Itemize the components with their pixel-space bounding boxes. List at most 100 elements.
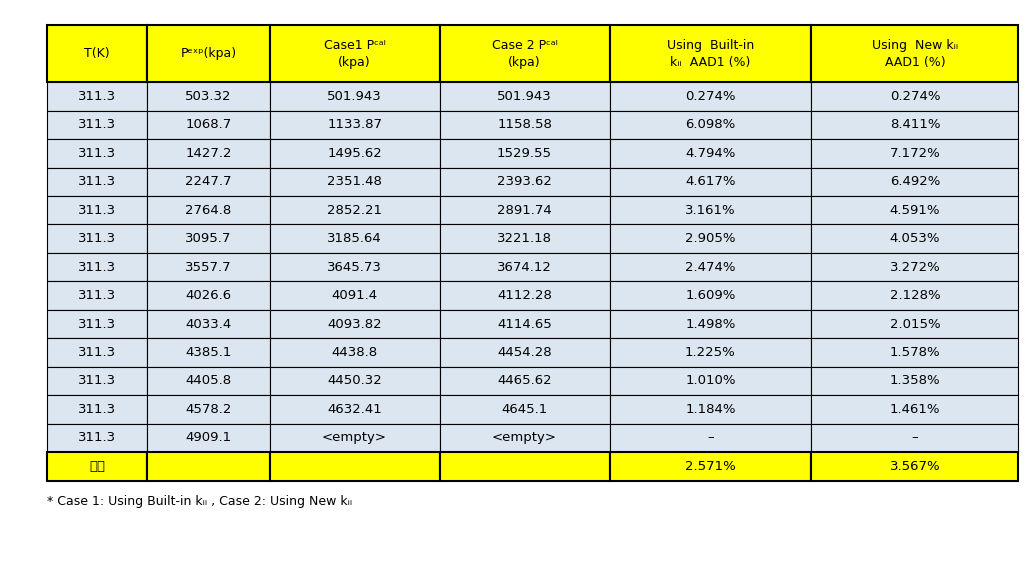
Text: 1.498%: 1.498%: [686, 318, 735, 330]
Bar: [47, 25, 148, 82]
Bar: [609, 111, 812, 139]
Text: 4093.82: 4093.82: [328, 318, 382, 330]
Text: 평균: 평균: [89, 460, 105, 473]
Bar: [812, 139, 1018, 167]
Bar: [270, 395, 439, 424]
Bar: [609, 282, 812, 310]
Bar: [439, 452, 609, 481]
Text: Pᵉˣᵖ(kpa): Pᵉˣᵖ(kpa): [181, 47, 237, 60]
Text: 2891.74: 2891.74: [497, 203, 552, 217]
Text: 4.794%: 4.794%: [686, 147, 735, 160]
Bar: [148, 139, 270, 167]
Bar: [439, 196, 609, 224]
Bar: [47, 167, 148, 196]
Bar: [609, 338, 812, 366]
Text: 2.015%: 2.015%: [889, 318, 940, 330]
Bar: [270, 196, 439, 224]
Text: <empty>: <empty>: [322, 431, 387, 445]
Text: 4026.6: 4026.6: [185, 289, 232, 302]
Text: 1.225%: 1.225%: [686, 346, 736, 359]
Bar: [270, 338, 439, 366]
Bar: [148, 196, 270, 224]
Text: 2852.21: 2852.21: [327, 203, 383, 217]
Text: 3221.18: 3221.18: [497, 232, 552, 245]
Bar: [439, 367, 609, 395]
Text: 4114.65: 4114.65: [497, 318, 552, 330]
Bar: [47, 224, 148, 253]
Text: <empty>: <empty>: [492, 431, 557, 445]
Text: 4.617%: 4.617%: [686, 175, 735, 188]
Bar: [148, 253, 270, 282]
Bar: [439, 224, 609, 253]
Text: 311.3: 311.3: [78, 403, 116, 416]
Bar: [812, 111, 1018, 139]
Text: 1068.7: 1068.7: [185, 119, 232, 132]
Bar: [609, 82, 812, 111]
Text: 2.128%: 2.128%: [889, 289, 940, 302]
Bar: [609, 167, 812, 196]
Bar: [609, 196, 812, 224]
Text: 311.3: 311.3: [78, 431, 116, 445]
Text: –: –: [707, 431, 713, 445]
Text: 501.943: 501.943: [327, 90, 382, 103]
Text: 6.492%: 6.492%: [889, 175, 940, 188]
Bar: [47, 82, 148, 111]
Text: 3645.73: 3645.73: [327, 261, 382, 274]
Bar: [148, 452, 270, 481]
Text: 4909.1: 4909.1: [185, 431, 232, 445]
Text: 3.272%: 3.272%: [889, 261, 940, 274]
Text: 311.3: 311.3: [78, 232, 116, 245]
Text: 3674.12: 3674.12: [497, 261, 552, 274]
Bar: [439, 424, 609, 452]
Text: 3557.7: 3557.7: [185, 261, 232, 274]
Bar: [47, 253, 148, 282]
Bar: [47, 310, 148, 338]
Text: 1.461%: 1.461%: [889, 403, 940, 416]
Bar: [609, 367, 812, 395]
Text: 2764.8: 2764.8: [185, 203, 232, 217]
Bar: [439, 82, 609, 111]
Bar: [270, 282, 439, 310]
Text: 4385.1: 4385.1: [185, 346, 232, 359]
Text: –: –: [912, 431, 918, 445]
Bar: [47, 111, 148, 139]
Text: 6.098%: 6.098%: [686, 119, 735, 132]
Text: 1.184%: 1.184%: [686, 403, 735, 416]
Bar: [609, 310, 812, 338]
Bar: [609, 452, 812, 481]
Text: 4033.4: 4033.4: [185, 318, 232, 330]
Text: 4.053%: 4.053%: [889, 232, 940, 245]
Bar: [270, 25, 439, 82]
Bar: [439, 167, 609, 196]
Text: 4454.28: 4454.28: [497, 346, 552, 359]
Bar: [270, 253, 439, 282]
Bar: [812, 253, 1018, 282]
Bar: [270, 424, 439, 452]
Text: 1427.2: 1427.2: [185, 147, 232, 160]
Text: 4632.41: 4632.41: [327, 403, 382, 416]
Bar: [439, 338, 609, 366]
Bar: [609, 224, 812, 253]
Text: 501.943: 501.943: [497, 90, 552, 103]
Text: 2.905%: 2.905%: [686, 232, 735, 245]
Bar: [47, 139, 148, 167]
Text: 311.3: 311.3: [78, 374, 116, 387]
Bar: [148, 224, 270, 253]
Bar: [270, 367, 439, 395]
Bar: [812, 310, 1018, 338]
Bar: [609, 424, 812, 452]
Bar: [812, 338, 1018, 366]
Text: 4438.8: 4438.8: [332, 346, 377, 359]
Text: 311.3: 311.3: [78, 289, 116, 302]
Bar: [812, 282, 1018, 310]
Text: 0.274%: 0.274%: [889, 90, 940, 103]
Text: 8.411%: 8.411%: [889, 119, 940, 132]
Bar: [47, 452, 148, 481]
Text: 3.567%: 3.567%: [889, 460, 940, 473]
Bar: [47, 338, 148, 366]
Bar: [148, 367, 270, 395]
Bar: [148, 111, 270, 139]
Text: 3185.64: 3185.64: [327, 232, 382, 245]
Text: 311.3: 311.3: [78, 90, 116, 103]
Bar: [47, 395, 148, 424]
